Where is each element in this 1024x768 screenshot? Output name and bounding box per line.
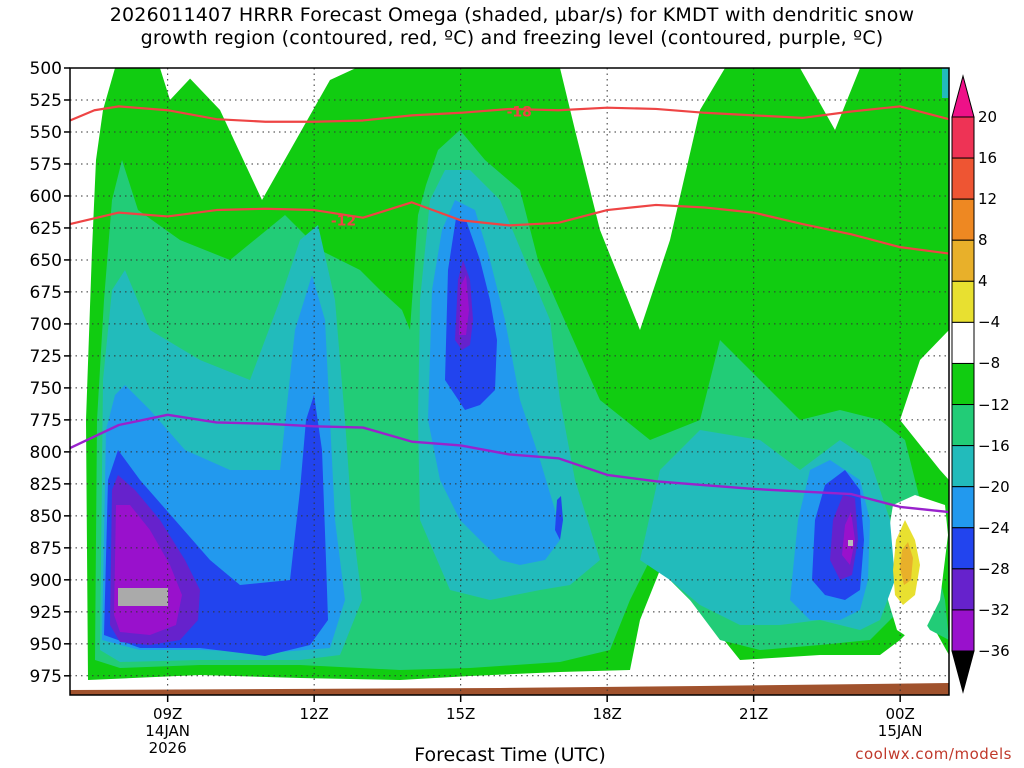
y-tick-label: 850 — [30, 507, 62, 527]
colorbar-swatch — [951, 157, 975, 200]
colorbar-swatch — [951, 568, 975, 611]
colorbar-swatch — [951, 527, 975, 570]
colorbar-swatch — [951, 404, 975, 447]
dgz-contour-label: -12 — [331, 213, 356, 229]
x-tick-date: 15JAN — [878, 722, 923, 740]
title-line-2: growth region (contoured, red, ºC) and f… — [140, 27, 884, 49]
colorbar-label: −24 — [978, 518, 1010, 537]
freezing-level-line — [69, 413, 950, 514]
colorbar-label: −20 — [978, 477, 1010, 496]
colorbar-label: −28 — [978, 559, 1010, 578]
y-axis: 500 525 550 575 600 625 650 675 700 725 750 775 800 8… — [30, 59, 70, 687]
credit-link[interactable]: coolwx.com/models — [855, 745, 1012, 763]
colorbar-swatch — [951, 280, 975, 323]
omega-band-plus8 — [900, 542, 913, 585]
dgz-contour-line — [69, 201, 950, 255]
y-tick-label: 700 — [30, 315, 62, 335]
colorbar-swatch — [951, 486, 975, 529]
terrain — [70, 683, 949, 695]
colorbar-top-arrow — [951, 74, 975, 118]
colorbar-swatch — [951, 609, 975, 652]
colorbar-label: −32 — [978, 600, 1010, 619]
colorbar-label: 4 — [978, 272, 988, 291]
y-tick-label: 925 — [30, 603, 62, 623]
title-line-1: 2026011407 HRRR Forecast Omega (shaded, … — [109, 4, 915, 26]
colorbar-label: −36 — [978, 642, 1010, 660]
colorbar-swatch — [951, 362, 975, 406]
colorbar-labels: 20 16 12 8 4 −4 −8 −12 −16 −20 −24 −28 −32 −36 — [978, 0, 1024, 768]
x-tick-date: 14JAN — [145, 722, 190, 740]
x-axis-label: Forecast Time (UTC) — [414, 744, 606, 766]
y-tick-label: 500 — [30, 59, 62, 79]
colorbar-label: −8 — [978, 354, 1001, 373]
dgz-contours: -18 -12 — [69, 105, 950, 255]
x-tick-year: 2026 — [149, 739, 187, 757]
colorbar-swatch — [951, 116, 975, 159]
colorbar-swatch — [951, 198, 975, 241]
y-tick-label: 550 — [30, 123, 62, 143]
dgz-contour-line — [69, 105, 950, 123]
x-tick-label: 12Z — [299, 705, 328, 723]
x-tick-label: 18Z — [592, 705, 621, 723]
y-tick-label: 575 — [30, 155, 62, 175]
colorbar-label: −16 — [978, 436, 1010, 455]
y-tick-label: 825 — [30, 475, 62, 495]
x-tick-label: 15Z — [446, 705, 475, 723]
grid-lines — [70, 67, 949, 695]
y-tick-label: 775 — [30, 411, 62, 431]
colorbar-swatch — [951, 445, 975, 488]
x-tick-label: 21Z — [739, 705, 768, 723]
dgz-contour-label: -18 — [507, 105, 532, 121]
y-tick-label: 525 — [30, 91, 62, 111]
omega-band-minus32 — [118, 588, 168, 606]
colorbar-label: 20 — [978, 108, 998, 126]
x-tick-label: 00Z — [885, 705, 914, 723]
colorbar-bottom-arrow — [951, 650, 975, 694]
y-tick-label: 950 — [30, 635, 62, 655]
colorbar-label: 8 — [978, 231, 988, 250]
y-tick-label: 600 — [30, 187, 62, 207]
colorbar-swatch — [951, 321, 975, 364]
y-tick-label: 625 — [30, 219, 62, 239]
colorbar-label: 16 — [978, 149, 998, 168]
plot-frame — [69, 67, 950, 696]
colorbar-label: 12 — [978, 190, 998, 209]
omega-shading — [70, 68, 949, 695]
y-tick-label: 725 — [30, 347, 62, 367]
colorbar-swatch — [951, 239, 975, 282]
y-tick-label: 650 — [30, 251, 62, 271]
y-tick-label: 875 — [30, 539, 62, 559]
colorbar-label: −4 — [978, 313, 1001, 332]
chart-title: 2026011407 HRRR Forecast Omega (shaded, … — [0, 4, 1024, 50]
y-tick-label: 975 — [30, 667, 62, 687]
colorbar-label: −12 — [978, 395, 1010, 414]
y-tick-label: 675 — [30, 283, 62, 303]
y-tick-label: 900 — [30, 571, 62, 591]
freezing-level-contour — [69, 413, 950, 514]
colorbar — [951, 74, 975, 694]
y-tick-label: 750 — [30, 379, 62, 399]
y-tick-label: 800 — [30, 443, 62, 463]
x-tick-label: 09Z — [153, 705, 182, 723]
